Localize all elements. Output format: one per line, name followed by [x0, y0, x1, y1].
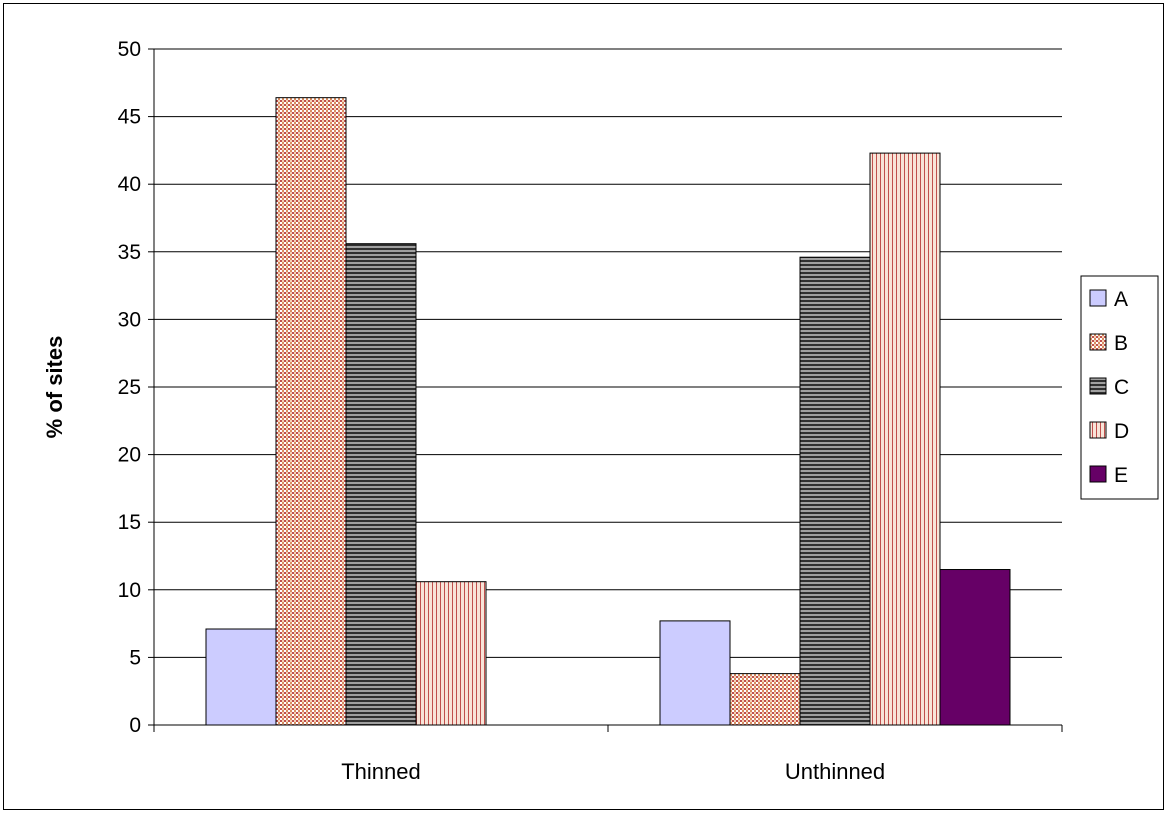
y-tick-label: 50 [118, 38, 141, 61]
y-tick-label: 45 [118, 106, 141, 129]
y-tick-label: 5 [129, 646, 141, 669]
legend-swatch-A [1089, 289, 1107, 307]
y-tick-label: 0 [129, 714, 141, 737]
bar-B-thinned [275, 97, 347, 726]
bar-C-thinned [345, 243, 417, 726]
bars [205, 97, 1011, 726]
category-label: Unthinned [785, 759, 885, 784]
bar-D-unthinned [869, 152, 941, 726]
legend-swatch-B [1089, 333, 1107, 351]
bar-A-thinned [205, 628, 277, 726]
y-tick-label: 20 [118, 444, 141, 467]
y-tick-label: 35 [118, 241, 141, 264]
y-tick-label: 15 [118, 511, 141, 534]
legend-label-B: B [1114, 332, 1128, 355]
category-label: Thinned [341, 759, 421, 784]
legend-label-E: E [1114, 464, 1128, 487]
y-tick-label: 10 [118, 579, 141, 602]
legend-label-A: A [1114, 288, 1128, 311]
bar-B-unthinned [729, 673, 801, 726]
legend-swatch-E [1089, 465, 1107, 483]
y-tick-label: 30 [118, 308, 141, 331]
y-tick-label: 25 [118, 376, 141, 399]
y-tick-label: 40 [118, 173, 141, 196]
legend-label-D: D [1114, 420, 1129, 443]
bar-C-unthinned [799, 256, 871, 726]
bar-A-unthinned [659, 620, 731, 726]
bar-E-unthinned [939, 569, 1011, 726]
category-labels: Thinned Unthinned [153, 725, 1063, 784]
bar-D-thinned [415, 581, 487, 726]
legend-label-C: C [1114, 376, 1129, 399]
y-axis-label: % of sites [42, 336, 67, 439]
y-tick-labels: 0 5 10 15 20 25 30 35 40 45 50 [118, 38, 154, 737]
legend-swatch-D [1089, 421, 1107, 439]
legend-swatch-C [1089, 377, 1107, 395]
